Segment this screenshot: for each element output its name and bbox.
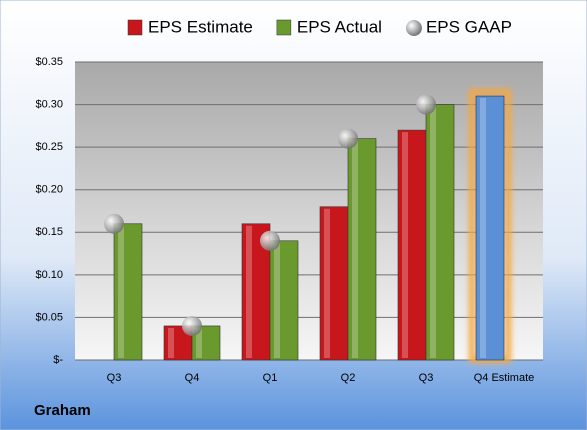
- gaap-marker: [416, 94, 436, 115]
- legend-label: EPS GAAP: [426, 17, 512, 36]
- bar-shine: [430, 106, 436, 358]
- y-tick-label: $-: [53, 354, 63, 366]
- bar: [347, 138, 377, 361]
- bar-shine: [118, 225, 124, 358]
- bar-shine: [246, 225, 252, 358]
- y-tick-label: $0.10: [35, 269, 63, 281]
- plot-area: [75, 62, 543, 360]
- x-tick-label: Q2: [341, 372, 356, 384]
- bar-shine: [168, 327, 174, 358]
- gaap-marker: [104, 213, 124, 234]
- x-tick-label: Q4: [185, 372, 200, 384]
- bar: [425, 104, 455, 361]
- bar: [475, 95, 505, 361]
- bar-shine: [196, 327, 202, 358]
- legend-marker: [405, 20, 422, 36]
- legend-label: EPS Actual: [297, 17, 382, 36]
- bar: [319, 206, 349, 361]
- y-tick-label: $0.15: [35, 226, 63, 238]
- gaap-marker: [182, 315, 202, 336]
- bar-shine: [274, 242, 280, 358]
- y-tick-label: $0.25: [35, 141, 63, 153]
- bar-shine: [402, 132, 408, 358]
- footer: Graham: [34, 402, 91, 419]
- y-tick-label: $0.30: [35, 98, 63, 110]
- bar-shine: [324, 208, 330, 358]
- bar-shine: [352, 140, 358, 358]
- legend-label: EPS Estimate: [148, 17, 253, 36]
- legend-swatch: [276, 19, 292, 36]
- x-tick-label: Q4 Estimate: [474, 372, 535, 384]
- y-tick-label: $0.35: [35, 56, 63, 68]
- bar: [113, 223, 143, 361]
- legend-swatch: [127, 19, 143, 36]
- y-tick-label: $0.20: [35, 184, 63, 196]
- y-tick-label: $0.05: [35, 311, 63, 323]
- gaap-marker: [338, 128, 358, 149]
- x-tick-label: Q1: [263, 372, 278, 384]
- x-tick-label: Q3: [107, 372, 122, 384]
- gaap-marker: [260, 230, 280, 251]
- bar: [269, 240, 299, 361]
- bar: [191, 325, 221, 361]
- x-tick-label: Q3: [419, 372, 434, 384]
- bar-shine: [480, 98, 486, 359]
